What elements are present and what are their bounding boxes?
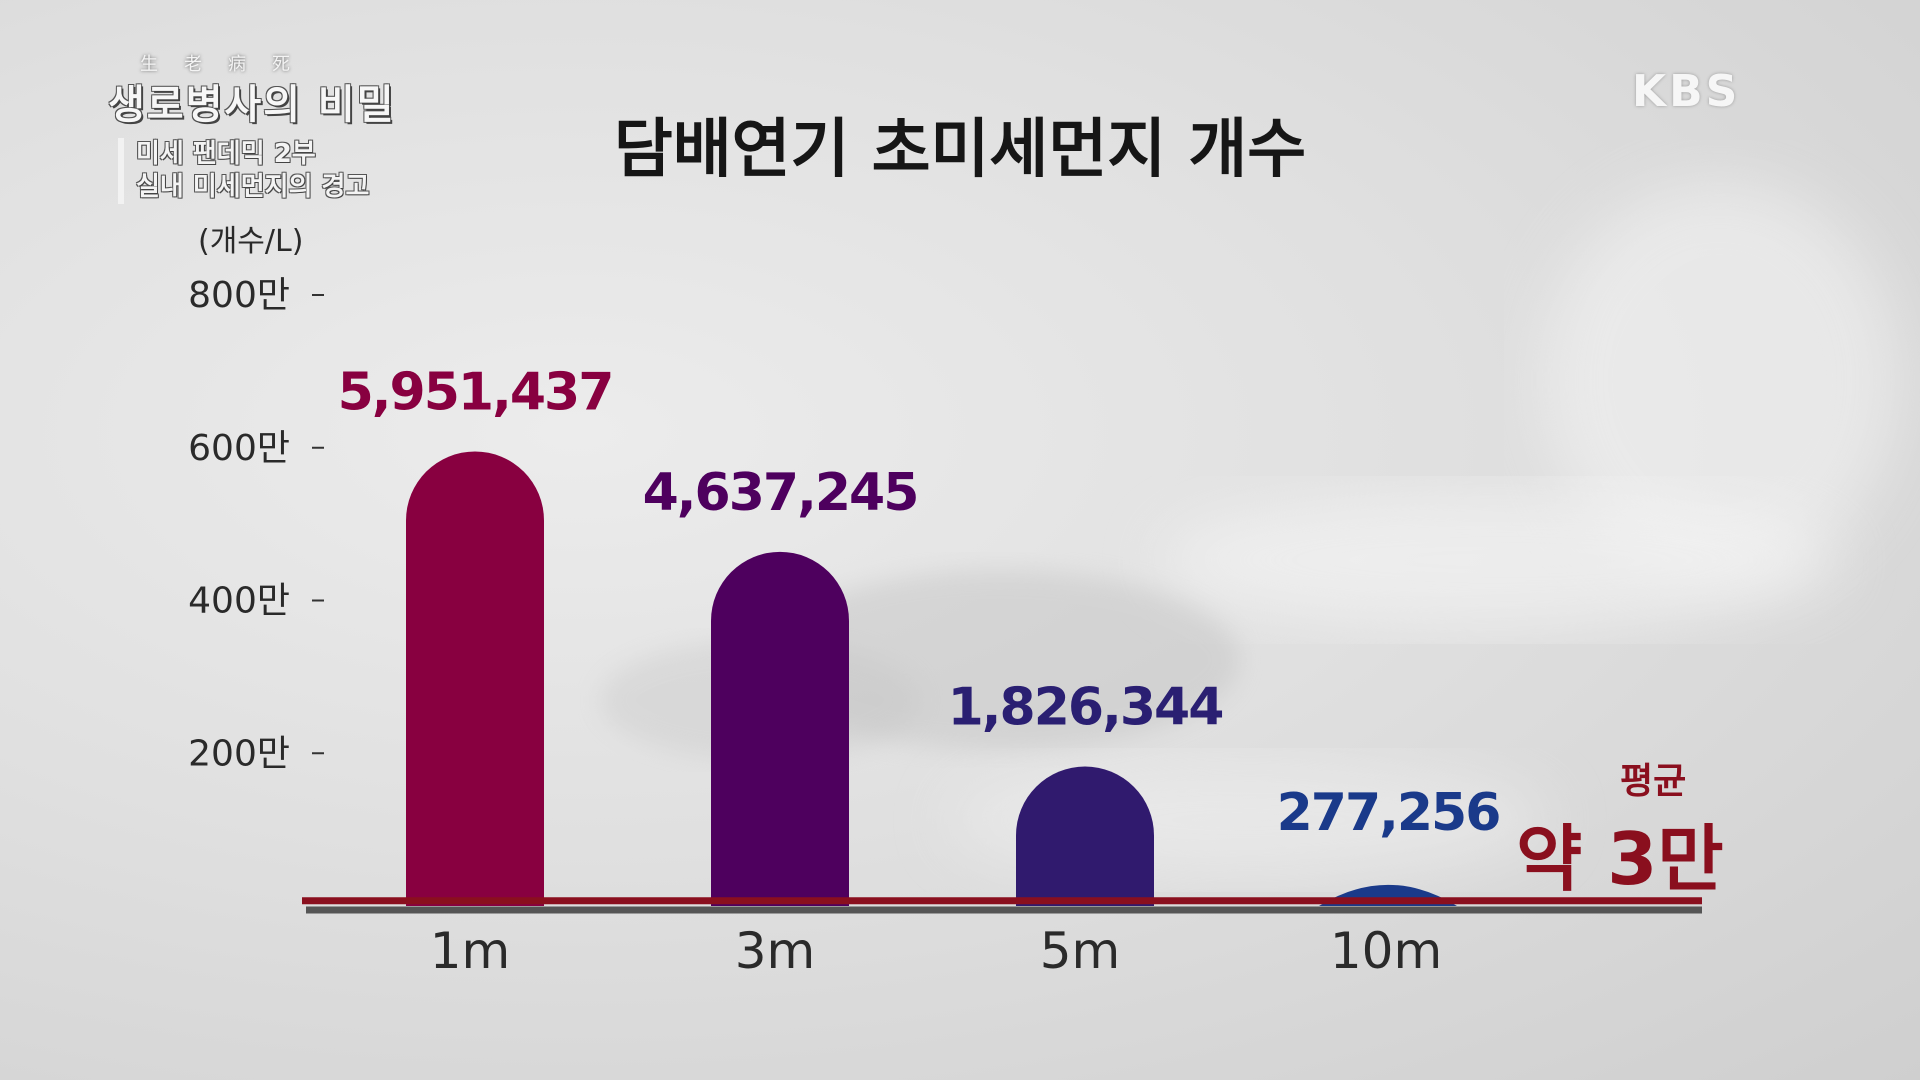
- program-logo-title: 생로병사의 비밀: [108, 82, 396, 128]
- value-label-10m: 277,256: [1277, 783, 1500, 843]
- broadcaster-logo: KBS: [1632, 66, 1741, 117]
- chart-title: 담배연기 초미세먼지 개수: [613, 113, 1307, 187]
- x-tick-label: 10m: [1330, 922, 1442, 980]
- episode-caption: 미세 팬데믹 2부 실내 미세먼지의 경고: [118, 138, 369, 204]
- y-tick-label: 800만: [188, 275, 290, 316]
- average-value: 약 3만: [1516, 817, 1724, 901]
- bar-3m: [711, 551, 849, 906]
- program-logo-hanja: 生老病死: [140, 54, 316, 75]
- y-tick-label: 600만: [188, 428, 290, 469]
- program-logo: 生老病死 생로병사의 비밀: [108, 50, 396, 130]
- y-axis-unit: (개수/L): [198, 224, 304, 259]
- value-label-3m: 4,637,245: [643, 463, 918, 523]
- episode-line-1: 미세 팬데믹 2부: [136, 139, 316, 169]
- y-tick-label: 200만: [188, 733, 290, 774]
- average-label: 평균: [1620, 761, 1687, 802]
- value-label-1m: 5,951,437: [338, 362, 613, 422]
- bar-5m: [1016, 766, 1154, 906]
- x-tick-label: 5m: [1040, 922, 1121, 980]
- value-label-5m: 1,826,344: [948, 678, 1223, 738]
- x-tick-label: 3m: [735, 922, 816, 980]
- y-tick-label: 400만: [188, 581, 290, 622]
- episode-line-2: 실내 미세먼지의 경고: [136, 172, 370, 202]
- x-tick-label: 1m: [430, 922, 511, 980]
- bar-1m: [406, 451, 544, 906]
